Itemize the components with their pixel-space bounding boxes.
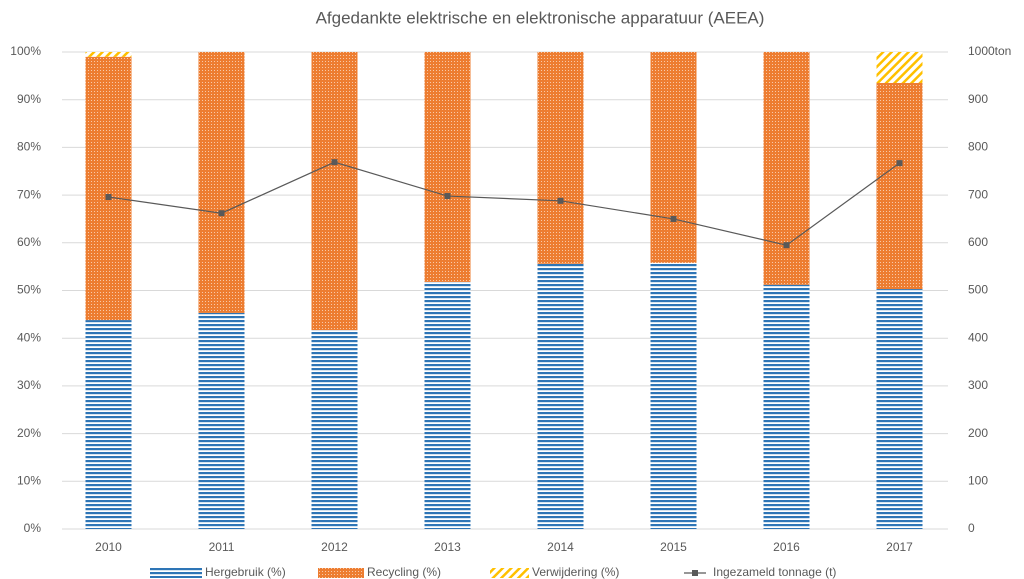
y2-tick-label: 700: [968, 187, 988, 201]
bar-segment: [763, 52, 810, 285]
bar-segment: [311, 330, 358, 529]
line-marker: [444, 193, 451, 200]
bar-segment: [198, 52, 245, 313]
line-marker: [105, 194, 112, 201]
x-tick-label: 2017: [886, 540, 913, 554]
legend-label: Ingezameld tonnage (t): [713, 565, 836, 579]
y2-tick-label: 600: [968, 235, 988, 249]
y2-tick-label: 300: [968, 378, 988, 392]
y-tick-label: 50%: [17, 283, 41, 297]
legend-marker: [692, 570, 698, 576]
y-tick-label: 60%: [17, 235, 41, 249]
y-tick-label: 20%: [17, 426, 41, 440]
y2-tick-label: 800: [968, 140, 988, 154]
line-marker: [218, 210, 225, 217]
bar-segment: [424, 52, 471, 282]
y2-tick-label: 200: [968, 426, 988, 440]
legend-label: Recycling (%): [367, 565, 441, 579]
line-marker: [896, 160, 903, 167]
bar-segment: [876, 289, 923, 529]
line-marker: [331, 159, 338, 166]
line-marker: [670, 215, 677, 222]
y-tick-label: 0%: [24, 521, 42, 535]
bar-segment: [763, 284, 810, 529]
legend-label: Hergebruik (%): [205, 565, 286, 579]
bar-segment: [537, 263, 584, 529]
y-tick-label: 80%: [17, 140, 41, 154]
y2-tick-label: 900: [968, 92, 988, 106]
y-tick-label: 10%: [17, 473, 41, 487]
y-tick-label: 100%: [10, 44, 41, 58]
y2-tick-label: 100: [968, 473, 988, 487]
bar-segment: [876, 83, 923, 290]
x-tick-label: 2010: [95, 540, 122, 554]
bar-segment: [876, 52, 923, 84]
bar-segment: [198, 312, 245, 529]
bar-segment: [85, 320, 132, 529]
y2-tick-label: 500: [968, 283, 988, 297]
x-tick-label: 2012: [321, 540, 348, 554]
bar-segment: [650, 52, 697, 263]
line-marker: [783, 242, 790, 249]
bar-segment: [424, 281, 471, 529]
x-tick-label: 2015: [660, 540, 687, 554]
y-tick-label: 90%: [17, 92, 41, 106]
bar-segment: [85, 52, 132, 57]
bar-segment: [650, 262, 697, 529]
x-tick-label: 2011: [209, 540, 235, 554]
bar-segment: [311, 52, 358, 331]
y2-tick-label: 0: [968, 521, 975, 535]
bar-segment: [537, 52, 584, 264]
x-tick-label: 2014: [547, 540, 574, 554]
bar-segment: [85, 56, 132, 321]
line-marker: [557, 197, 564, 204]
y-tick-label: 30%: [17, 378, 41, 392]
x-tick-label: 2013: [434, 540, 461, 554]
chart-title: Afgedankte elektrische en elektronische …: [316, 8, 765, 27]
y2-tick-label: 1000: [968, 44, 995, 58]
legend-swatch: [150, 568, 202, 578]
legend-label: Verwijdering (%): [532, 565, 619, 579]
y2-tick-label: 400: [968, 330, 988, 344]
x-tick-label: 2016: [773, 540, 800, 554]
legend-swatch: [318, 568, 364, 578]
y-tick-label: 70%: [17, 187, 41, 201]
legend-swatch: [490, 568, 529, 578]
y2-unit: ton: [995, 44, 1012, 58]
y-tick-label: 40%: [17, 330, 41, 344]
line: [108, 161, 900, 246]
